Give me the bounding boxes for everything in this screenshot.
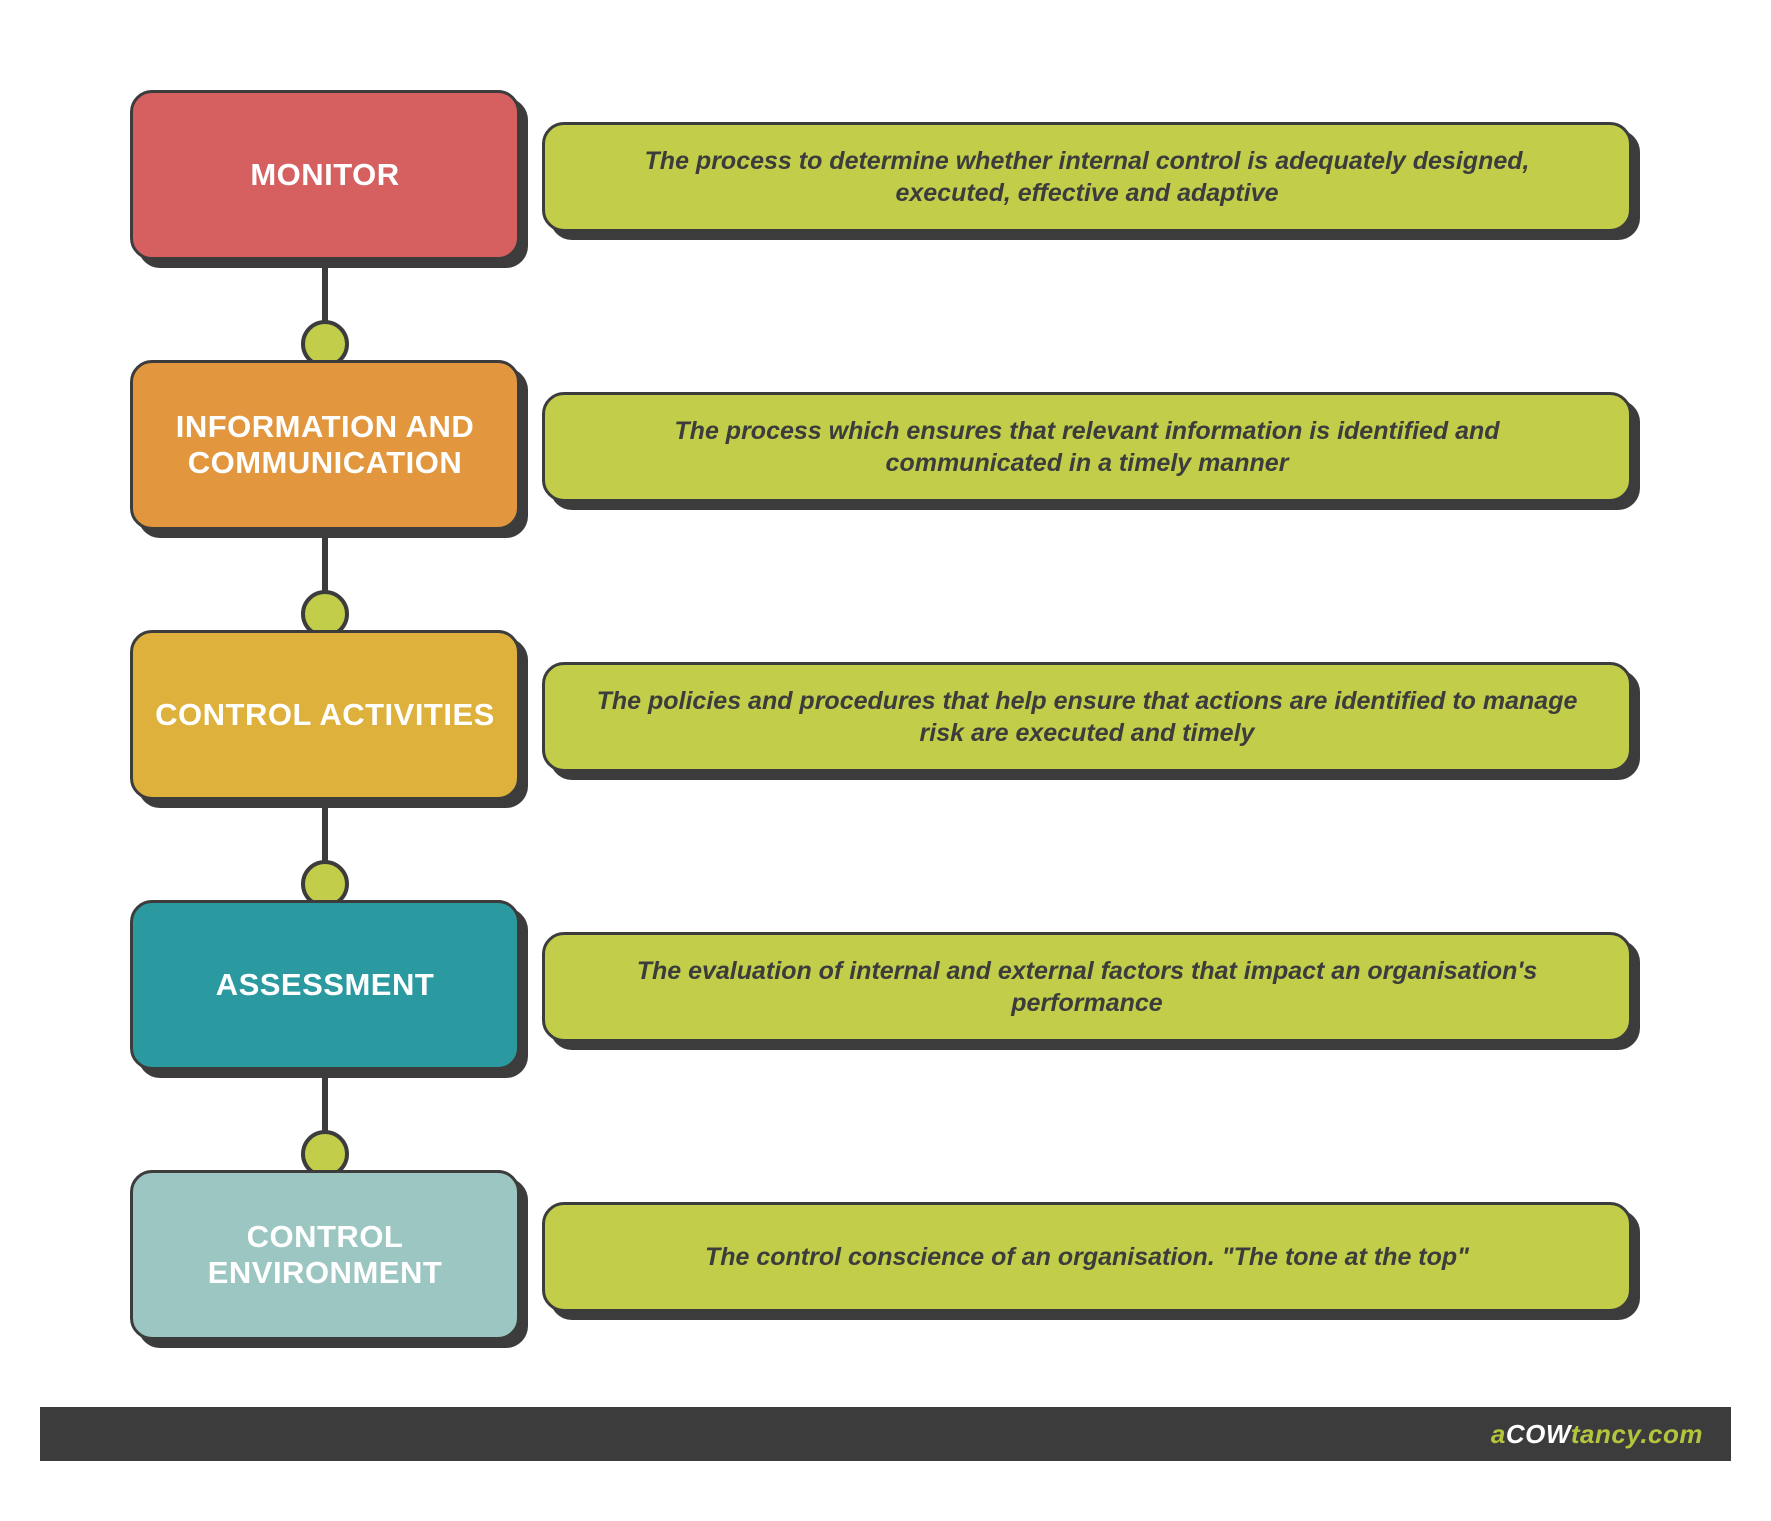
diagram-row: CONTROL ENVIRONMENT The control conscien… bbox=[130, 1170, 1640, 1340]
label-box-information: INFORMATION AND COMMUNICATION bbox=[130, 360, 520, 530]
desc-text: The policies and procedures that help en… bbox=[585, 685, 1589, 750]
footer-seg-b: COW bbox=[1506, 1419, 1571, 1449]
label-text: CONTROL ENVIRONMENT bbox=[153, 1219, 497, 1290]
desc-text: The control conscience of an organisatio… bbox=[705, 1241, 1469, 1274]
desc-box: The process which ensures that relevant … bbox=[542, 392, 1632, 502]
footer-seg-a: a bbox=[1491, 1419, 1506, 1449]
label-text: ASSESSMENT bbox=[216, 967, 435, 1003]
label-text: CONTROL ACTIVITIES bbox=[155, 697, 495, 733]
desc-box: The policies and procedures that help en… bbox=[542, 662, 1632, 772]
desc-text: The process which ensures that relevant … bbox=[585, 415, 1589, 480]
label-box-assessment: ASSESSMENT bbox=[130, 900, 520, 1070]
desc-box: The process to determine whether interna… bbox=[542, 122, 1632, 232]
footer-attribution: aCOWtancy.com bbox=[1491, 1419, 1703, 1450]
diagram-row: ASSESSMENT The evaluation of internal an… bbox=[130, 900, 1640, 1070]
desc-text: The evaluation of internal and external … bbox=[585, 955, 1589, 1020]
label-text: MONITOR bbox=[250, 157, 399, 193]
footer-bar: aCOWtancy.com bbox=[40, 1407, 1731, 1461]
footer-seg-c: tancy.com bbox=[1571, 1419, 1703, 1449]
desc-box: The control conscience of an organisatio… bbox=[542, 1202, 1632, 1312]
diagram-row: CONTROL ACTIVITIES The policies and proc… bbox=[130, 630, 1640, 800]
label-box-control-environment: CONTROL ENVIRONMENT bbox=[130, 1170, 520, 1340]
diagram-row: MONITOR The process to determine whether… bbox=[130, 90, 1640, 260]
label-box-monitor: MONITOR bbox=[130, 90, 520, 260]
desc-text: The process to determine whether interna… bbox=[585, 145, 1589, 210]
desc-box: The evaluation of internal and external … bbox=[542, 932, 1632, 1042]
diagram-canvas: MONITOR The process to determine whether… bbox=[130, 90, 1640, 1340]
label-text: INFORMATION AND COMMUNICATION bbox=[153, 409, 497, 480]
label-box-control-activities: CONTROL ACTIVITIES bbox=[130, 630, 520, 800]
diagram-row: INFORMATION AND COMMUNICATION The proces… bbox=[130, 360, 1640, 530]
